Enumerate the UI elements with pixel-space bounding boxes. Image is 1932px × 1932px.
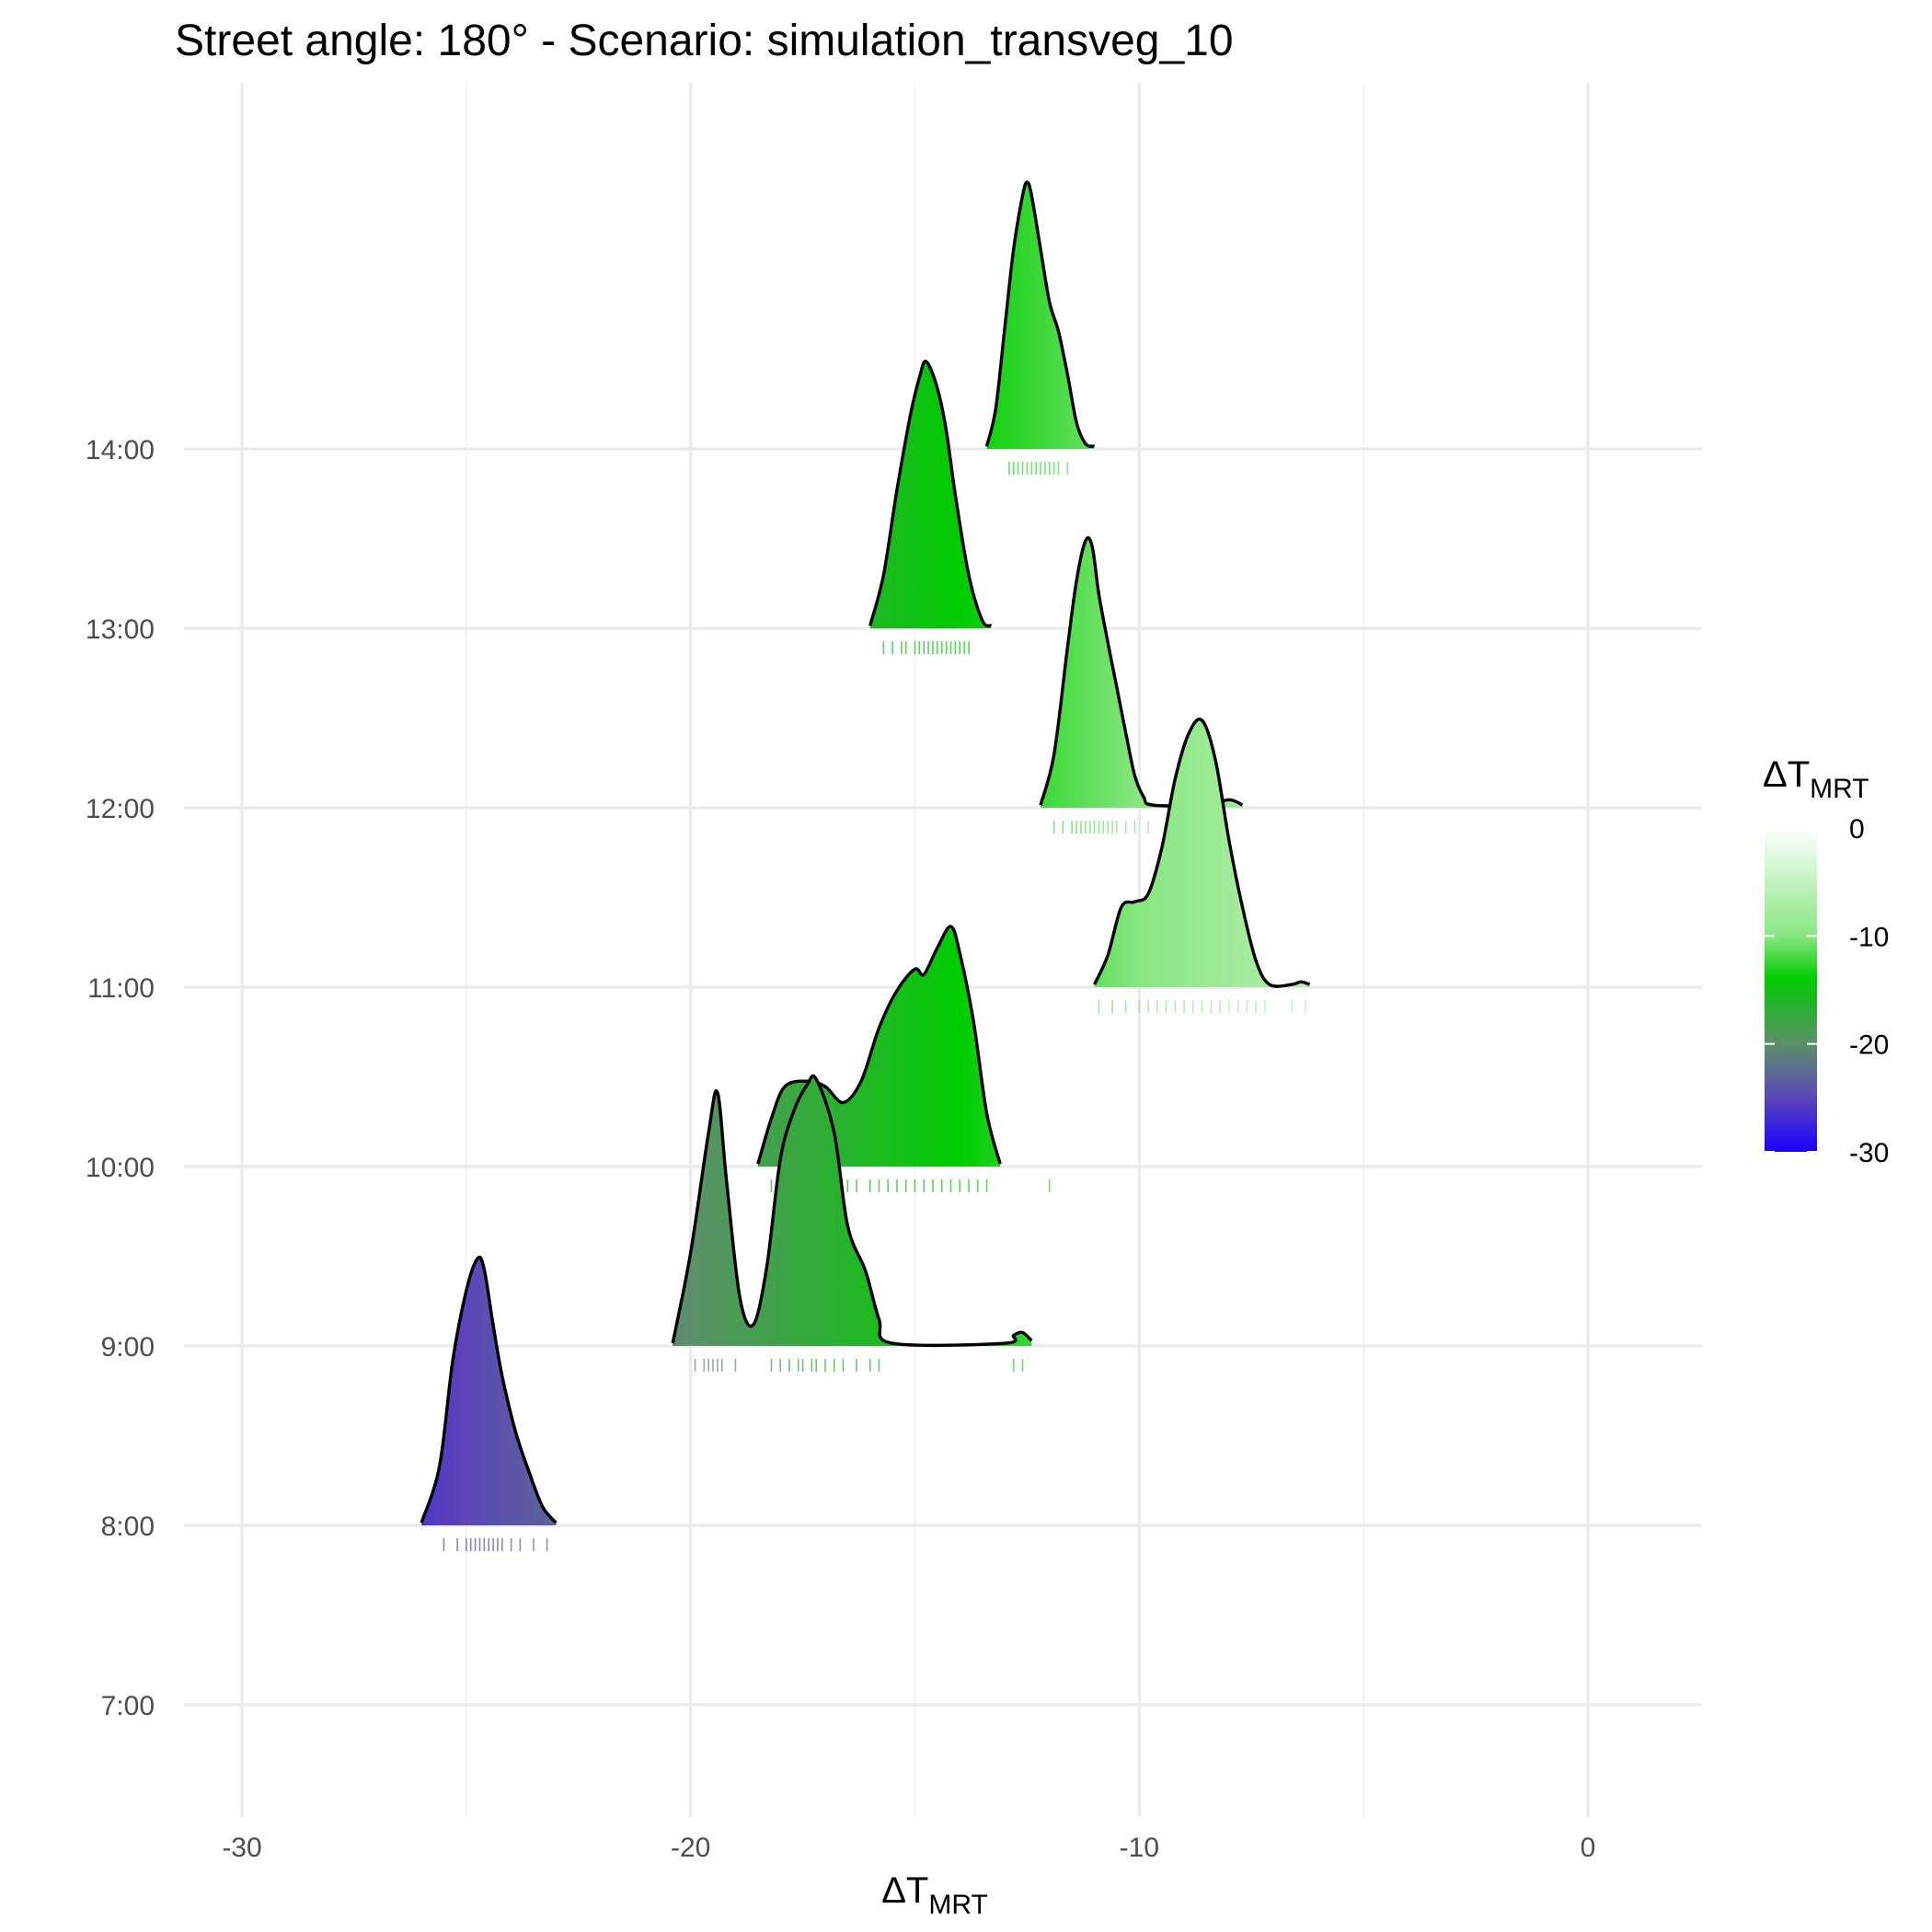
ridge-outline [671,1074,1033,1348]
y-tick-label: 9:00 [101,1332,155,1363]
y-tick-label: 8:00 [101,1512,155,1542]
y-tick-label: 7:00 [101,1691,155,1721]
ridges [420,180,1311,1525]
legend-title-sub: MRT [1810,774,1869,804]
legend-label: 0 [1849,814,1865,845]
plot-panel [184,83,1702,1817]
ridge-outline [1093,718,1311,988]
ridge-outline [756,925,1002,1165]
legend-ticks: 0 -10 -20 -30 [1765,814,1889,1168]
y-tick-label: 14:00 [86,435,155,466]
y-tick-label: 10:00 [86,1153,155,1183]
ridge-outline [984,180,1096,448]
ridge-fill [986,182,1095,449]
legend-title: ΔTMRT [1763,754,1869,804]
y-tick-label: 11:00 [87,973,155,1004]
ridge-fill [421,1257,557,1525]
ridge-fill [1041,537,1243,808]
y-axis-ticks: 7:00 8:00 9:00 10:00 11:00 12:00 13:00 14:00 [86,435,155,1721]
chart-title: Street angle: 180° - Scenario: simulatio… [175,17,1234,65]
y-tick-label: 12:00 [86,794,155,824]
legend-title-main: ΔT [1763,754,1810,795]
legend-label: -20 [1849,1030,1889,1061]
x-axis-title: ΔTMRT [881,1870,988,1920]
legend-colorbar [1765,828,1817,1152]
x-tick-label: -20 [671,1833,710,1863]
rug-marks [443,462,1306,1551]
y-tick-label: 13:00 [86,615,155,645]
ridge-fill [869,361,992,628]
ridge-outline [868,360,993,627]
ridge-fill [1094,719,1310,987]
ridge-outline [420,1255,558,1524]
x-tick-label: 0 [1581,1833,1596,1863]
legend-label: -10 [1849,922,1889,952]
x-tick-label: -30 [222,1833,261,1863]
legend: ΔTMRT 0 -10 -20 -30 [1763,754,1889,1168]
x-tick-label: -10 [1120,1833,1159,1863]
x-axis-title-main: ΔT [881,1870,928,1911]
legend-label: -30 [1849,1138,1889,1168]
x-axis-title-sub: MRT [928,1890,987,1920]
x-axis-ticks: -30 -20 -10 0 [222,1833,1595,1863]
ridge-fill [673,1075,1032,1346]
